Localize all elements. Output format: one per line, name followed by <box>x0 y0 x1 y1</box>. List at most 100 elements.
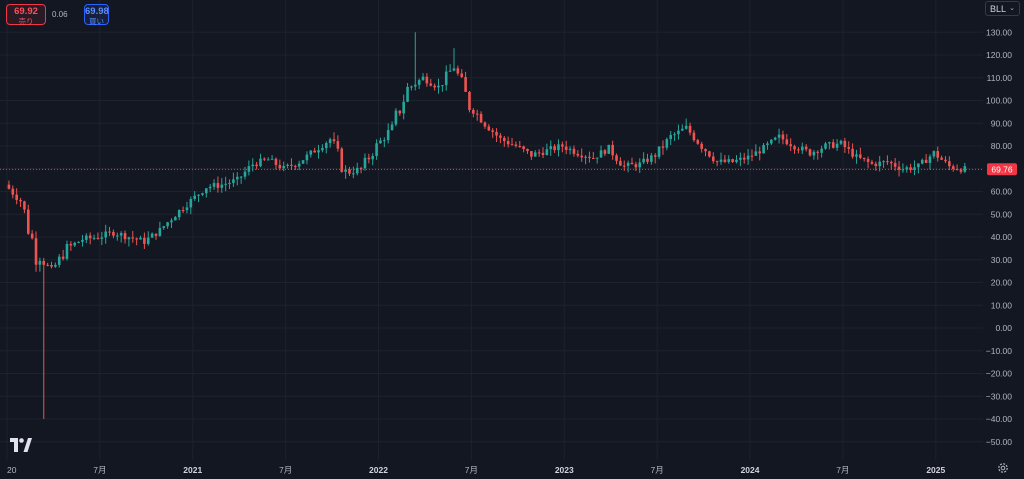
price-tick-label: 100.00 <box>986 96 1012 106</box>
candle-body <box>766 143 769 145</box>
candle-body <box>677 130 680 135</box>
candle-body <box>15 194 18 200</box>
candle-body <box>259 158 262 167</box>
candle-body <box>607 144 611 154</box>
candle-body <box>495 131 498 136</box>
candle-body <box>371 155 375 160</box>
candle-body <box>228 182 231 184</box>
candle-body <box>166 222 169 227</box>
candle-body <box>220 184 224 188</box>
candle-body <box>824 143 827 149</box>
candle-body <box>11 188 15 195</box>
candle-body <box>100 237 104 239</box>
candle-body <box>742 157 746 160</box>
candle-body <box>936 151 940 158</box>
candle-body <box>305 154 309 161</box>
symbol-selector[interactable]: BLL ⌄ <box>985 1 1020 16</box>
candle-body <box>831 142 835 148</box>
time-tick-label: 2022 <box>369 465 388 475</box>
candle-body <box>739 157 742 160</box>
candle-body <box>561 144 564 147</box>
candle-body <box>940 157 943 160</box>
candle-body <box>239 176 243 178</box>
candle-body <box>472 109 475 114</box>
candle-body <box>820 148 823 153</box>
price-tick-label: 0.00 <box>995 323 1012 333</box>
candle-body <box>464 77 467 92</box>
buy-button[interactable]: 69.98 買い <box>84 4 109 26</box>
candle-body <box>65 244 69 259</box>
candle-body <box>553 146 556 151</box>
tradingview-logo-icon <box>10 438 32 452</box>
candle-body <box>216 183 220 188</box>
time-tick-label: 7月 <box>465 465 478 475</box>
candle-body <box>201 193 204 195</box>
candle-body <box>622 165 626 167</box>
symbol-name: BLL <box>990 4 1007 14</box>
candle-body <box>592 158 595 160</box>
candle-body <box>700 143 703 150</box>
candle-body <box>379 140 382 144</box>
candle-body <box>642 158 645 163</box>
candle-body <box>421 76 425 81</box>
candle-body <box>212 183 216 187</box>
candle-body <box>123 233 127 240</box>
candle-body <box>23 201 26 210</box>
candle-body <box>181 209 185 211</box>
price-tick-label: 130.00 <box>986 27 1012 37</box>
candle-body <box>483 122 487 127</box>
candle-body <box>545 149 549 155</box>
price-tick-label: 20.00 <box>991 278 1013 288</box>
candle-body <box>444 71 448 86</box>
price-tick-label: 80.00 <box>991 141 1013 151</box>
time-tick-label: 2024 <box>741 465 760 475</box>
candle-body <box>104 231 107 238</box>
candle-body <box>808 149 812 156</box>
candle-body <box>158 227 162 236</box>
candle-body <box>572 148 576 154</box>
candle-body <box>88 235 92 239</box>
price-tick-label: −40.00 <box>986 414 1013 424</box>
candle-body <box>719 159 723 162</box>
time-axis[interactable]: 20 7月 2021 7月 2022 7月 2023 7月 2024 7月 2025 <box>7 465 946 475</box>
candle-body <box>889 161 893 164</box>
candle-body <box>115 235 119 237</box>
price-tick-label: −50.00 <box>986 437 1013 447</box>
candle-body <box>681 128 684 131</box>
time-tick-label: 7月 <box>836 465 849 475</box>
candle-body <box>375 143 378 156</box>
candle-body <box>959 169 963 172</box>
candle-body <box>286 164 289 166</box>
candle-body <box>433 85 436 88</box>
candle-body <box>514 144 518 147</box>
candle-body <box>452 68 456 71</box>
candle-body <box>77 241 80 243</box>
candle-body <box>402 101 405 114</box>
candle-body <box>290 164 293 166</box>
candle-body <box>247 166 251 172</box>
settings-gear-icon[interactable] <box>997 462 1009 474</box>
candle-body <box>131 237 135 239</box>
candle-body <box>626 162 630 166</box>
candle-body <box>479 113 483 123</box>
candle-body <box>328 139 332 144</box>
candle-body <box>843 140 847 148</box>
candle-body <box>963 166 967 172</box>
candle-body <box>901 169 905 171</box>
price-tick-label: 90.00 <box>991 118 1013 128</box>
candle-body <box>425 76 429 84</box>
sell-button[interactable]: 69.92 売り <box>6 4 46 26</box>
chevron-down-icon: ⌄ <box>1009 5 1015 12</box>
candle-body <box>294 165 297 167</box>
candle-body <box>54 264 57 267</box>
candle-body <box>69 244 73 246</box>
candle-body <box>81 239 84 242</box>
candle-body <box>615 155 618 161</box>
candle-body <box>324 143 328 149</box>
candle-body <box>816 151 820 153</box>
price-axis[interactable]: 130.00120.00110.00100.0090.0080.0070.006… <box>986 27 1013 447</box>
candle-body <box>417 80 421 85</box>
candle-body <box>653 155 657 157</box>
candle-body <box>390 124 394 131</box>
